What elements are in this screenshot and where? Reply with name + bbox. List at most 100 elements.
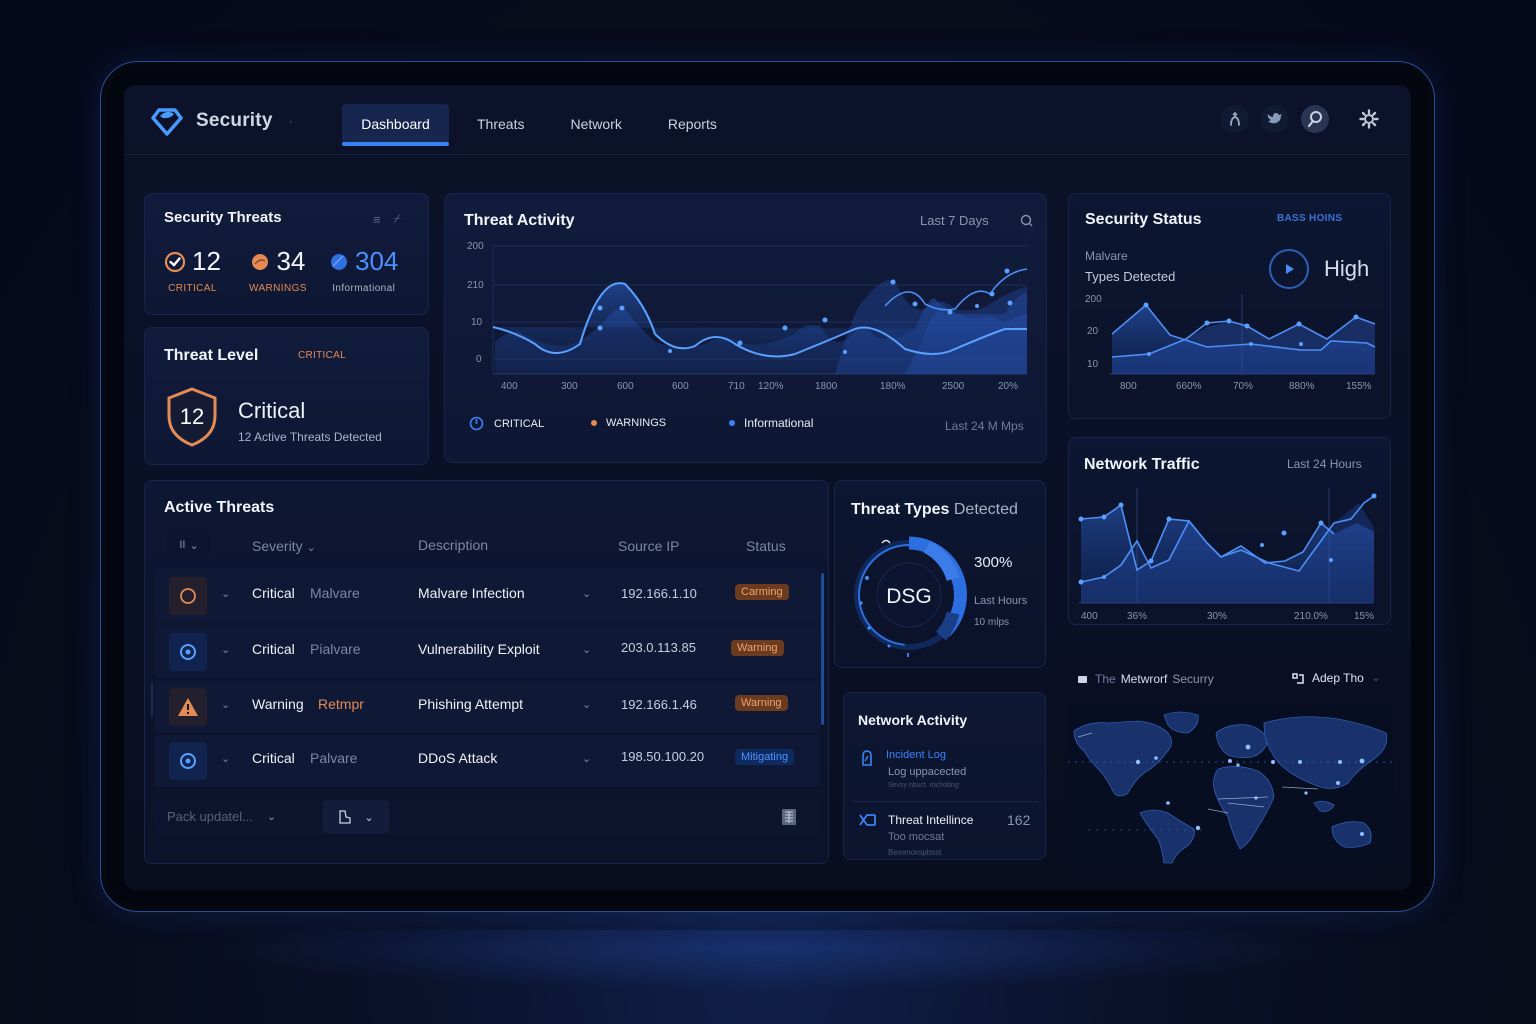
user-icon[interactable] bbox=[1221, 105, 1249, 133]
top-icons bbox=[1221, 105, 1383, 133]
legend-informational[interactable]: Informational bbox=[729, 416, 813, 430]
chevron-down-icon[interactable]: ⌄ bbox=[221, 753, 231, 765]
chevron-down-icon[interactable]: ⌄ bbox=[582, 644, 592, 656]
power-icon bbox=[469, 416, 484, 431]
brand-dot: · bbox=[288, 114, 293, 128]
range-label[interactable]: Last 7 Days bbox=[920, 213, 989, 228]
svg-text:600: 600 bbox=[672, 381, 689, 392]
status-tag: BASS HOINS bbox=[1277, 213, 1343, 224]
profile-icon[interactable] bbox=[1301, 105, 1329, 133]
threat-types-sub2: 10 mlps bbox=[974, 617, 1010, 628]
severity: Critical bbox=[252, 750, 295, 766]
chevron-down-icon[interactable]: ⌄ bbox=[582, 588, 592, 600]
column-description[interactable]: Description bbox=[418, 537, 489, 553]
svg-text:880%: 880% bbox=[1289, 381, 1315, 392]
svg-text:400: 400 bbox=[1081, 611, 1098, 622]
svg-text:20%: 20% bbox=[998, 381, 1018, 392]
card-title: Active Threats bbox=[164, 499, 275, 516]
threat-activity-card: Threat Activity Last 7 Days 200 210 10 bbox=[444, 193, 1047, 463]
severity: Critical bbox=[252, 585, 295, 601]
column-label: Severity bbox=[252, 538, 303, 554]
tab-reports[interactable]: Reports bbox=[667, 116, 717, 132]
network-traffic-card: Network Traffic Last 24 Hours 400 36% 30% 2… bbox=[1068, 437, 1391, 625]
chevron-down-icon[interactable]: ⌄ bbox=[221, 588, 231, 600]
map-title-prefix: The bbox=[1095, 672, 1116, 686]
collapse-icon[interactable]: ⌿ bbox=[393, 211, 401, 226]
column-severity[interactable]: Severity ⌄ bbox=[252, 538, 316, 554]
threat-types-sub1: Last Hours bbox=[974, 595, 1028, 607]
chevron-down-icon[interactable]: ⌄ bbox=[582, 699, 592, 711]
description: Vulnerability Exploit bbox=[418, 641, 540, 657]
item-line2: Sevsy nbvct. rochobng bbox=[888, 782, 959, 789]
card-title: Security Status bbox=[1085, 211, 1202, 228]
title-bold: Threat Types bbox=[851, 501, 950, 518]
table-row[interactable]: ⌄ Critical Pialvare Vulnerability Exploi… bbox=[155, 626, 820, 678]
network-traffic-chart: 400 36% 30% 210.0% 15% bbox=[1078, 488, 1377, 622]
floor-glow bbox=[200, 930, 1336, 990]
svg-text:2500: 2500 bbox=[942, 381, 965, 392]
chevron-down-icon[interactable]: ⌄ bbox=[582, 753, 592, 765]
network-activity-card: Network Activity Incident Log Log uppace… bbox=[843, 692, 1046, 860]
map-title-main: Metwrorf bbox=[1120, 672, 1168, 686]
threat-level-card: Threat Level CRITICAL 12 Critical 12 Act… bbox=[144, 327, 429, 465]
map-header: The Metwrorf Securry bbox=[1078, 672, 1214, 686]
world-map[interactable] bbox=[1068, 703, 1394, 865]
column-source-ip[interactable]: Source IP bbox=[618, 538, 680, 554]
brand[interactable]: Security · bbox=[150, 105, 293, 137]
play-button[interactable] bbox=[1269, 249, 1309, 289]
gear-icon[interactable] bbox=[1355, 105, 1383, 133]
svg-text:10: 10 bbox=[471, 317, 483, 328]
column-status[interactable]: Status bbox=[746, 538, 786, 554]
columns-icon[interactable] bbox=[781, 808, 797, 826]
svg-text:210.0%: 210.0% bbox=[1294, 611, 1328, 622]
range-label[interactable]: Last 24 Hours bbox=[1287, 457, 1362, 471]
search-icon[interactable] bbox=[1011, 206, 1041, 234]
shield-value: 12 bbox=[179, 404, 205, 429]
twitter-icon[interactable] bbox=[1261, 105, 1289, 133]
tab-network[interactable]: Network bbox=[570, 116, 622, 132]
dashboard-screen: Security · Dashboard Threats Network Rep… bbox=[124, 85, 1411, 890]
severity: Critical bbox=[252, 641, 295, 657]
tab-dashboard[interactable]: Dashboard bbox=[342, 104, 449, 146]
map-dropdown-label: Adep Tho bbox=[1312, 671, 1364, 685]
severity: Warning bbox=[252, 696, 304, 712]
warning-icon bbox=[169, 688, 207, 726]
info-dot-icon bbox=[331, 253, 347, 270]
bulk-action-label: Pack updatel... bbox=[167, 809, 253, 824]
map-dropdown[interactable]: Adep Tho ⌄ bbox=[1292, 671, 1380, 685]
status-line1: Malvare bbox=[1085, 249, 1128, 263]
table-row[interactable]: ⌄ Critical Palvare DDoS Attack ⌄ 198.50.… bbox=[155, 735, 820, 787]
table-row[interactable]: ⌄ Critical Malvare Malvare Infection ⌄ 1… bbox=[155, 570, 820, 622]
threat-activity-chart: 200 210 10 0 400 300 60 bbox=[467, 241, 1028, 392]
list-item-threat-intel[interactable]: Threat Intellince 162 Too mocsat Bexenor… bbox=[844, 807, 1045, 859]
chevron-down-icon[interactable]: ⌄ bbox=[221, 644, 231, 656]
list-icon[interactable]: ≡ bbox=[373, 212, 381, 227]
sort-toggle[interactable]: II ⌄ bbox=[167, 531, 211, 559]
table-row[interactable]: ⌄ Warning Retmpr Phishing Attempt ⌄ 192.… bbox=[155, 681, 820, 733]
svg-text:600: 600 bbox=[617, 381, 634, 392]
threat-types-donut bbox=[854, 536, 967, 657]
tab-threats[interactable]: Threats bbox=[477, 116, 525, 132]
list-item-incident-log[interactable]: Incident Log Log uppacected Sevsy nbvct.… bbox=[844, 743, 1045, 795]
check-circle-icon bbox=[164, 251, 186, 272]
table-scrollbar[interactable] bbox=[821, 573, 824, 725]
source-ip: 203.0.113.85 bbox=[621, 640, 696, 655]
item-line1: Log uppacected bbox=[888, 766, 967, 778]
informational-label: Informational bbox=[332, 283, 396, 294]
svg-text:180%: 180% bbox=[880, 381, 906, 392]
card-title: Network Traffic bbox=[1084, 456, 1200, 473]
legend-critical[interactable]: CRITICAL bbox=[469, 416, 544, 431]
svg-text:70%: 70% bbox=[1233, 381, 1253, 392]
active-threats-card: Active Threats II ⌄ Severity ⌄ Descriptio… bbox=[144, 480, 829, 864]
svg-text:200: 200 bbox=[467, 241, 484, 252]
export-button[interactable]: ⌄ bbox=[323, 800, 389, 834]
critical-label: CRITICAL bbox=[168, 283, 217, 294]
chevron-down-icon[interactable]: ⌄ bbox=[221, 699, 231, 711]
card-title: Threat Level bbox=[164, 347, 259, 364]
warnings-label: WARNINGS bbox=[249, 283, 307, 294]
bulk-action-select[interactable]: Pack updatel... ⌄ bbox=[167, 809, 276, 824]
legend-warnings[interactable]: WARNINGS bbox=[591, 417, 666, 429]
threat-types-percent: 300% bbox=[974, 554, 1013, 571]
status-line2: Types Detected bbox=[1085, 269, 1176, 284]
threat-type: Pialvare bbox=[310, 641, 361, 657]
